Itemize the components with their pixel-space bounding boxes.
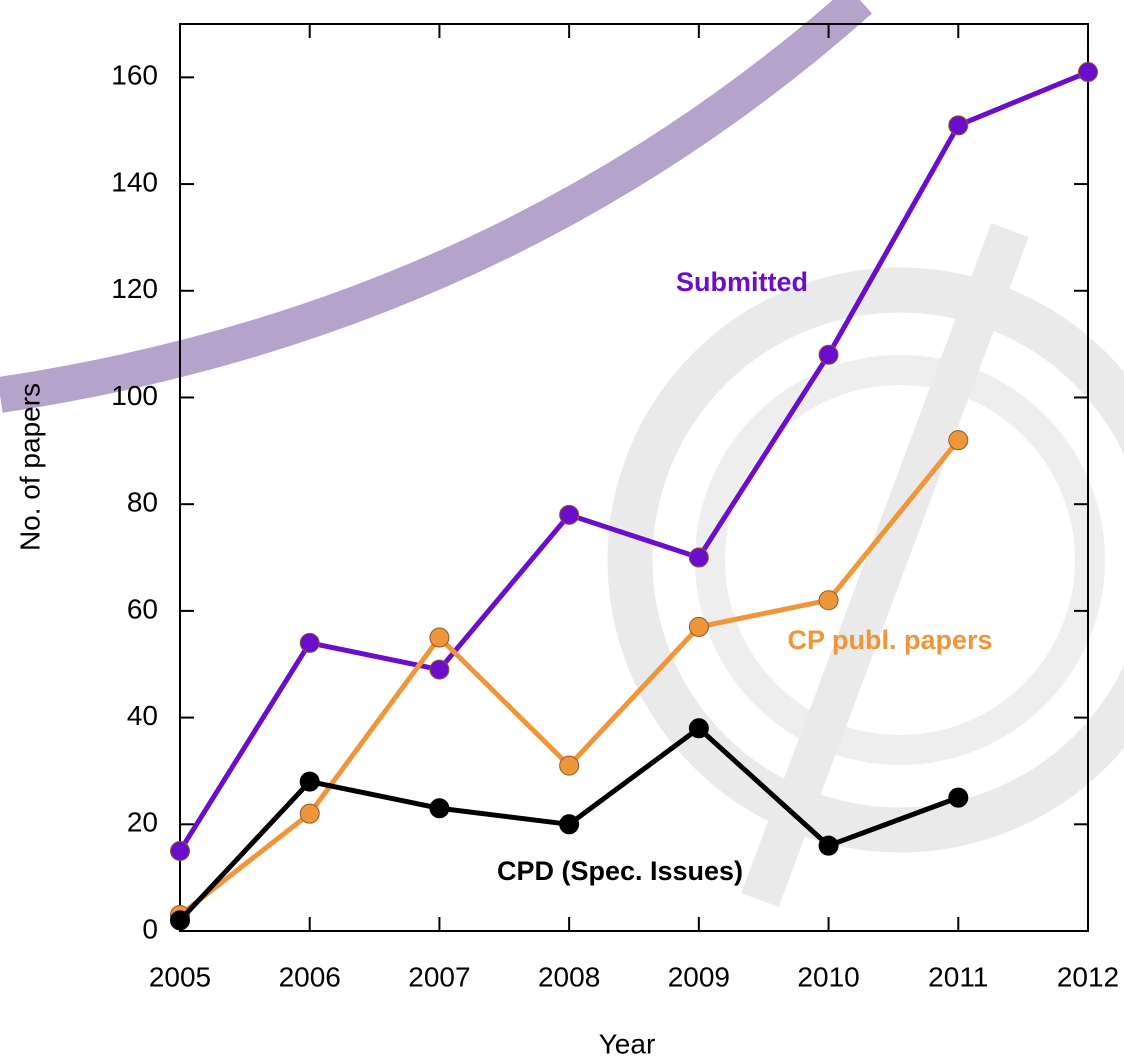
- y-tick-label: 80: [127, 487, 158, 518]
- series-annotation: CPD (Spec. Issues): [497, 856, 743, 886]
- data-point: [948, 787, 969, 808]
- data-point: [559, 755, 580, 776]
- x-tick-label: 2011: [928, 961, 988, 992]
- series-annotation: CP publ. papers: [787, 625, 992, 655]
- y-axis-label: No. of papers: [14, 383, 45, 551]
- data-point: [818, 344, 839, 365]
- x-tick-label: 2008: [538, 961, 600, 992]
- x-tick-label: 2012: [1057, 961, 1119, 992]
- data-point: [818, 835, 839, 856]
- data-point: [170, 840, 190, 861]
- data-point: [688, 547, 709, 568]
- data-point: [1078, 62, 1098, 83]
- y-tick-label: 60: [127, 593, 158, 624]
- data-point: [559, 504, 580, 525]
- y-tick-label: 20: [127, 807, 158, 838]
- watermark: [0, 0, 1124, 907]
- data-point: [818, 590, 839, 611]
- data-point: [688, 718, 709, 739]
- data-point: [429, 627, 450, 648]
- x-tick-label: 2006: [279, 961, 341, 992]
- plot-frame: [179, 23, 1089, 932]
- x-tick-label: 2007: [408, 961, 470, 992]
- y-tick-label: 40: [127, 700, 158, 731]
- y-tick-label: 140: [111, 166, 158, 197]
- x-axis-label: Year: [599, 1028, 656, 1059]
- data-point: [429, 798, 450, 819]
- data-point: [299, 803, 320, 824]
- y-tick-label: 100: [111, 380, 158, 411]
- series-annotation: Submitted: [676, 267, 808, 297]
- x-tick-label: 2009: [668, 961, 730, 992]
- x-tick-label: 2005: [149, 961, 211, 992]
- data-point: [429, 659, 450, 680]
- y-tick-label: 160: [111, 60, 158, 91]
- data-point: [299, 771, 320, 792]
- data-point: [170, 910, 190, 931]
- data-point: [688, 616, 709, 637]
- y-tick-label: 0: [142, 913, 158, 944]
- data-point: [948, 115, 969, 136]
- data-point: [299, 632, 320, 653]
- data-point: [948, 430, 969, 451]
- x-tick-label: 2010: [797, 961, 859, 992]
- data-point: [559, 814, 580, 835]
- y-tick-label: 120: [111, 273, 158, 304]
- series-line: [177, 69, 1089, 853]
